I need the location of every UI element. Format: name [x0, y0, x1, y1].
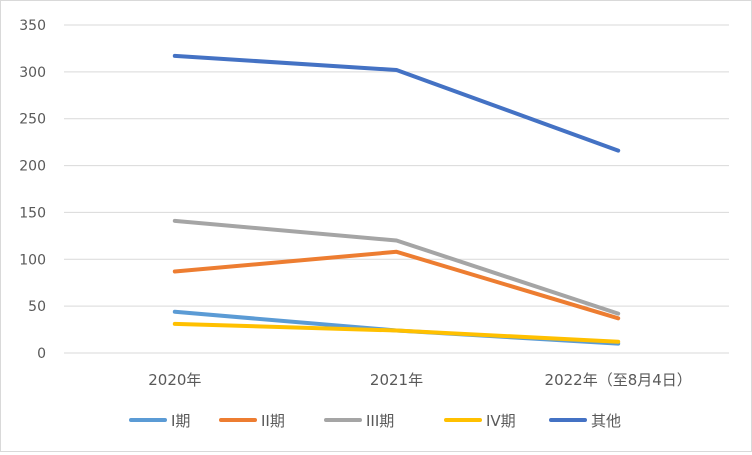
series-line-3 — [172, 218, 621, 316]
y-tick-label: 200 — [19, 159, 46, 175]
y-tick-label: 0 — [37, 346, 46, 362]
legend-label: IV期 — [486, 412, 516, 430]
y-tick-label: 250 — [19, 112, 46, 128]
legend: I期 II期 III期 IV期 其他 — [129, 412, 621, 430]
y-tick-label: 300 — [19, 65, 46, 81]
legend-label: I期 — [171, 412, 190, 430]
grid-lines — [64, 24, 729, 354]
legend-label: 其他 — [591, 412, 621, 430]
y-tick-label: 50 — [28, 299, 46, 315]
y-tick-label: 100 — [19, 252, 46, 268]
y-axis-ticks: 0 50 100 150 200 250 300 350 — [19, 18, 46, 362]
x-tick-label: 2020年 — [148, 371, 201, 389]
x-tick-label: 2021年 — [370, 371, 423, 389]
x-tick-label: 2022年（至8月4日） — [545, 371, 692, 389]
y-tick-label: 350 — [19, 18, 46, 34]
x-axis-ticks: 2020年 2021年 2022年（至8月4日） — [148, 371, 692, 389]
legend-label: III期 — [366, 412, 394, 430]
series-lines — [172, 53, 621, 346]
y-tick-label: 150 — [19, 205, 46, 221]
series-line-2 — [172, 249, 621, 321]
series-line-5 — [172, 53, 621, 153]
legend-label: II期 — [261, 412, 285, 430]
series-line-4 — [172, 321, 621, 344]
